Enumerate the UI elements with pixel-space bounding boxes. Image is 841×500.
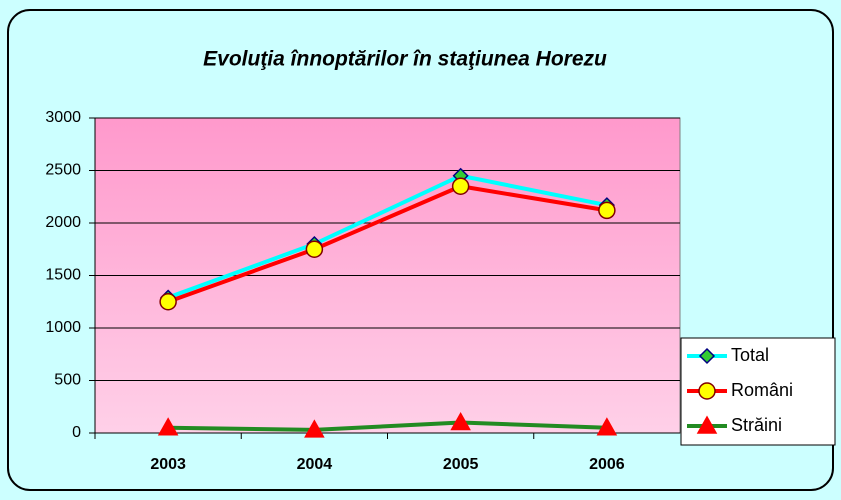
legend-label: Străini (731, 415, 782, 435)
chart-title: Evoluţia înnoptărilor în staţiunea Horez… (203, 48, 607, 71)
legend-marker (698, 382, 716, 400)
legend-label: Total (731, 345, 769, 365)
y-tick-label: 3000 (45, 109, 81, 126)
x-tick-label: 2004 (297, 456, 333, 473)
data-point (304, 419, 325, 438)
data-point (159, 293, 177, 311)
y-tick-label: 500 (54, 372, 81, 389)
series-line (167, 184, 608, 304)
y-tick-label: 2500 (45, 162, 81, 179)
legend-marker (698, 347, 716, 365)
legend-marker (696, 415, 718, 434)
x-tick-label: 2003 (150, 456, 186, 473)
x-tick-label: 2006 (589, 456, 625, 473)
y-tick-label: 2000 (45, 214, 81, 231)
series-line (168, 420, 607, 432)
data-point (157, 417, 179, 436)
data-point (450, 411, 471, 431)
data-point (598, 201, 616, 220)
y-tick-label: 1000 (45, 319, 81, 336)
x-tick-label: 2005 (443, 456, 479, 473)
series-line (167, 173, 608, 300)
data-point (451, 177, 470, 195)
y-tick-label: 0 (72, 424, 81, 441)
data-point (596, 417, 618, 436)
y-tick-label: 1500 (45, 267, 81, 284)
legend-label: Români (731, 380, 793, 400)
data-point (305, 240, 324, 258)
